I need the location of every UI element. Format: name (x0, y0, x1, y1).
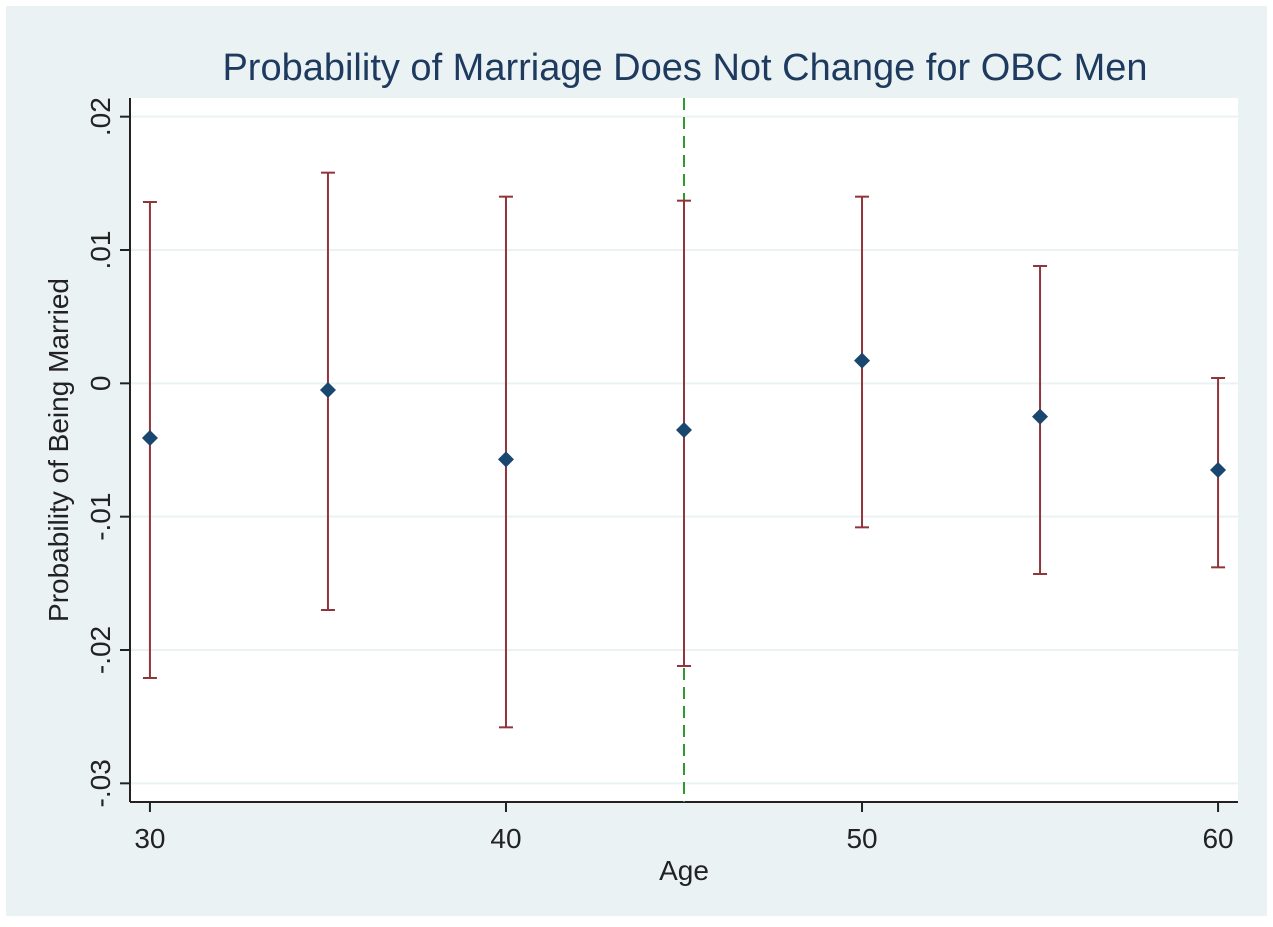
point (497, 451, 514, 468)
point (1032, 408, 1049, 425)
x-tick-label: 40 (490, 823, 521, 854)
y-tick-label: 0 (85, 376, 116, 392)
point (1210, 462, 1227, 478)
y-tick-label: .02 (85, 97, 116, 136)
y-tick-label: .01 (85, 231, 116, 270)
point (676, 422, 692, 438)
x-axis-label: Age (659, 855, 709, 886)
y-tick-label: -.03 (85, 759, 116, 807)
point (319, 382, 336, 398)
point (854, 352, 871, 369)
x-tick-label: 60 (1202, 823, 1233, 854)
x-tick-label: 50 (846, 823, 877, 854)
chart-title: Probability of Marriage Does Not Change … (222, 47, 1147, 89)
y-axis-label: Probability of Being Married (43, 278, 74, 622)
point (141, 430, 158, 446)
y-tick-label: -.02 (85, 626, 116, 674)
y-tick-label: -.01 (85, 493, 116, 541)
x-tick-label: 30 (134, 823, 165, 854)
